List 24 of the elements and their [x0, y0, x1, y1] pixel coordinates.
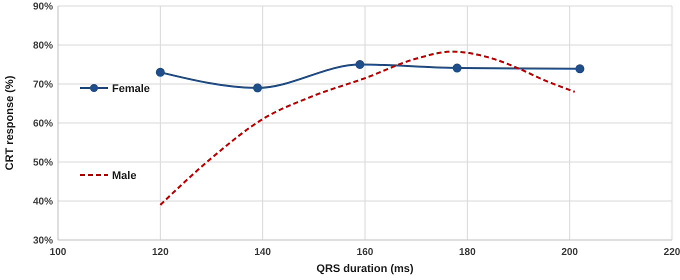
x-tick-label: 180: [458, 247, 476, 258]
x-tick-label: 120: [152, 247, 170, 258]
point: [575, 64, 584, 74]
x-tick-label: 200: [561, 247, 578, 258]
y-tick-label: 80%: [32, 40, 54, 52]
y-tick-label: 30%: [32, 236, 54, 246]
y-tick-label: 40%: [32, 196, 54, 208]
x-axis-title: QRS duration (ms): [316, 263, 414, 275]
y-axis-title: CRT response (%): [4, 75, 16, 170]
y-tick-label: 50%: [32, 158, 54, 168]
line-series: [159, 50, 576, 206]
x-tick-label: 160: [356, 247, 374, 258]
y-tick-label: 70%: [32, 80, 54, 90]
legend-label: Female: [112, 82, 150, 95]
x-tick-label: 220: [664, 247, 680, 258]
point: [452, 64, 462, 73]
legend-label: Male: [112, 170, 136, 182]
y-tick-label: 90%: [32, 2, 54, 12]
point: [156, 68, 165, 77]
x-tick-label: 100: [50, 247, 67, 258]
point: [355, 60, 364, 69]
point: [253, 83, 262, 92]
y-tick-label: 60%: [32, 118, 54, 130]
x-tick-label: 140: [254, 247, 272, 258]
